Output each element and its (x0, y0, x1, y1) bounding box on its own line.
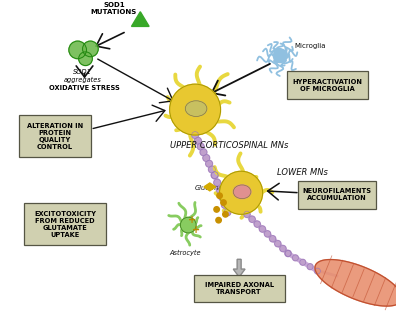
Circle shape (219, 194, 226, 201)
Circle shape (211, 172, 218, 179)
Circle shape (194, 137, 201, 144)
Polygon shape (233, 259, 245, 277)
Text: IMPAIRED AXONAL
TRANSPORT: IMPAIRED AXONAL TRANSPORT (204, 282, 274, 295)
Circle shape (214, 207, 219, 212)
Circle shape (300, 259, 306, 265)
Text: LOWER MNs: LOWER MNs (277, 168, 328, 177)
Circle shape (224, 209, 231, 216)
Polygon shape (204, 183, 216, 191)
Text: HYPERACTIVATION
OF MICROGLIA: HYPERACTIVATION OF MICROGLIA (292, 79, 362, 92)
Circle shape (197, 143, 204, 150)
Text: SOD1
MUTATIONS: SOD1 MUTATIONS (91, 2, 137, 15)
Ellipse shape (233, 185, 251, 199)
Circle shape (285, 250, 291, 257)
Circle shape (69, 41, 86, 59)
Circle shape (211, 172, 218, 179)
FancyBboxPatch shape (20, 115, 91, 157)
Circle shape (307, 264, 313, 270)
Circle shape (180, 217, 196, 233)
Circle shape (221, 200, 226, 205)
FancyBboxPatch shape (298, 180, 376, 209)
Circle shape (220, 171, 263, 214)
Circle shape (249, 216, 255, 222)
Circle shape (222, 202, 228, 208)
Circle shape (214, 179, 221, 186)
Text: SOD1
aggregates: SOD1 aggregates (64, 69, 102, 83)
Text: EXCITOTOXICITY
FROM REDUCED
GLUTAMATE
UPTAKE: EXCITOTOXICITY FROM REDUCED GLUTAMATE UP… (34, 211, 96, 237)
Circle shape (244, 211, 250, 218)
Circle shape (264, 231, 271, 237)
Circle shape (217, 193, 222, 198)
Circle shape (208, 166, 215, 173)
Circle shape (254, 221, 260, 227)
Circle shape (82, 41, 98, 57)
Circle shape (270, 236, 276, 242)
Circle shape (285, 251, 291, 256)
Text: Microglia: Microglia (294, 43, 326, 49)
Circle shape (206, 160, 212, 167)
Circle shape (216, 187, 223, 194)
Circle shape (192, 132, 198, 139)
Text: Glutamate: Glutamate (195, 185, 230, 191)
Circle shape (203, 155, 210, 161)
Text: NEUROFILAMENTS
ACCUMULATION: NEUROFILAMENTS ACCUMULATION (302, 188, 372, 201)
Circle shape (79, 52, 92, 66)
Text: Astrocyte: Astrocyte (170, 250, 201, 256)
Circle shape (170, 84, 220, 135)
Ellipse shape (185, 101, 207, 116)
Text: +: + (188, 215, 196, 225)
Text: +: + (192, 225, 200, 235)
Text: OXIDATIVE STRESS: OXIDATIVE STRESS (49, 85, 120, 91)
Circle shape (259, 226, 266, 232)
Circle shape (275, 241, 281, 247)
Circle shape (273, 49, 287, 63)
FancyBboxPatch shape (24, 203, 106, 245)
Circle shape (223, 212, 228, 217)
Polygon shape (132, 12, 149, 27)
Circle shape (216, 218, 221, 223)
Circle shape (200, 149, 207, 156)
FancyBboxPatch shape (194, 276, 285, 302)
Circle shape (292, 255, 298, 261)
Text: UPPER CORTICOSPINAL MNs: UPPER CORTICOSPINAL MNs (170, 141, 288, 150)
Polygon shape (315, 260, 400, 306)
Circle shape (314, 268, 320, 274)
Circle shape (280, 245, 286, 252)
FancyBboxPatch shape (287, 71, 368, 99)
Text: ALTERATION IN
PROTEIN
QUALITY
CONTROL: ALTERATION IN PROTEIN QUALITY CONTROL (27, 123, 83, 149)
